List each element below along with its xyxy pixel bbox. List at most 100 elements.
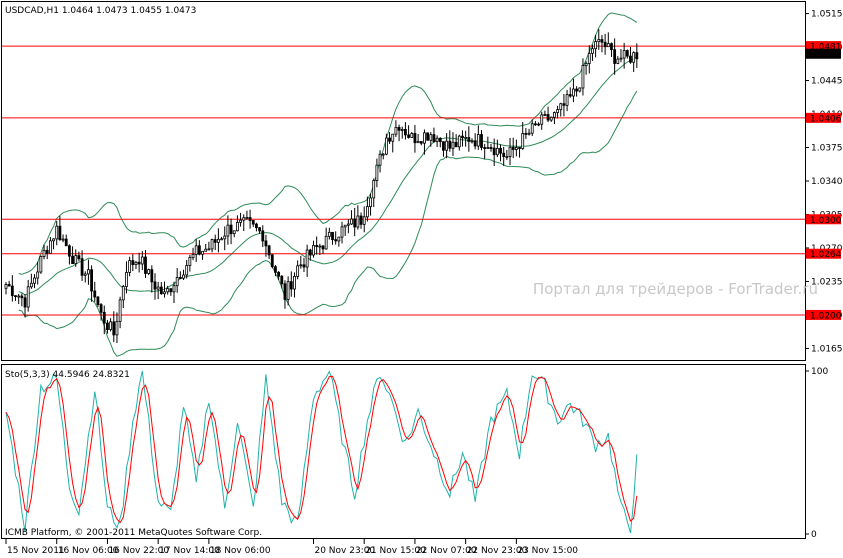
candle-body <box>464 137 468 139</box>
candle-body <box>597 39 601 43</box>
candle-body <box>581 65 585 89</box>
candle-body <box>210 239 214 250</box>
candle-body <box>600 39 604 43</box>
candle-body <box>45 249 49 254</box>
candle-body <box>33 277 36 284</box>
candle-body <box>112 321 116 336</box>
watermark: Портал для трейдеров - ForTrader.ru <box>533 280 818 298</box>
level-label-bg <box>806 41 841 52</box>
candle-body <box>350 218 353 225</box>
candle-body <box>178 277 182 279</box>
candle-body <box>537 123 540 126</box>
candle-body <box>134 261 138 265</box>
candle-body <box>518 147 521 149</box>
candle-body <box>404 128 407 136</box>
candle-body <box>457 135 461 148</box>
candle-body <box>540 114 544 125</box>
candle-body <box>578 87 582 92</box>
candle-body <box>492 147 496 156</box>
candle-body <box>546 114 550 121</box>
candle-body <box>185 265 189 276</box>
candle-body <box>239 219 242 223</box>
time-tick-label: 15 Nov 2011 <box>7 546 65 556</box>
candle-body <box>524 133 528 135</box>
candle-body <box>232 230 236 235</box>
candle-body <box>435 137 439 142</box>
candle-body <box>293 276 296 290</box>
candle-body <box>96 296 100 306</box>
candle-body <box>391 133 395 142</box>
candle-body <box>568 94 572 97</box>
bollinger-middle <box>18 56 638 296</box>
candle-body <box>52 238 55 242</box>
candle-body <box>346 223 350 226</box>
candle-body <box>118 299 122 322</box>
candle-body <box>194 245 198 255</box>
candle-body <box>299 264 303 267</box>
candle-body <box>489 147 493 149</box>
candle-body <box>505 156 509 158</box>
candle-body <box>121 286 125 301</box>
level-label: 1.0264 <box>810 250 842 260</box>
candle-body <box>343 224 347 228</box>
candle-body <box>204 248 208 252</box>
candles <box>4 29 639 344</box>
level-label: 1.0200 <box>810 311 842 321</box>
candle-body <box>191 253 195 259</box>
candle-body <box>419 141 423 144</box>
stochastic-main-line <box>5 370 638 534</box>
candle-body <box>480 134 483 148</box>
candle-body <box>448 140 452 149</box>
candle-body <box>575 88 578 92</box>
time-tick-label: 22 Nov 07:00 <box>416 546 477 556</box>
level-label-bg <box>806 309 841 320</box>
candle-body <box>296 265 300 277</box>
level-label: 1.0300 <box>810 216 842 226</box>
candle-body <box>55 225 59 240</box>
candle-body <box>362 216 366 225</box>
price-tick-label: 1.0375 <box>811 144 843 154</box>
time-tick-label: 23 Nov 15:00 <box>517 546 578 556</box>
candle-body <box>543 114 547 116</box>
time-tick-label: 16 Nov 06:00 <box>58 546 119 556</box>
current-price-label: 1.0473 <box>810 50 842 60</box>
level-label-bg <box>806 214 841 225</box>
candle-body <box>451 141 455 149</box>
price-tick-label: 1.0165 <box>811 344 843 354</box>
candle-body <box>125 272 128 287</box>
candle-body <box>587 52 591 64</box>
candle-body <box>502 152 506 157</box>
candle-body <box>302 264 306 268</box>
candle-body <box>286 281 290 300</box>
candle-body <box>467 137 471 142</box>
candle-body <box>23 297 27 308</box>
candle-body <box>413 133 417 144</box>
candle-body <box>48 240 52 254</box>
price-tick-label: 1.0340 <box>811 177 843 187</box>
candle-body <box>594 41 598 50</box>
candle-body <box>42 249 46 257</box>
candle-body <box>226 224 230 237</box>
candle-body <box>495 147 499 156</box>
candle-body <box>610 43 613 51</box>
candle-body <box>470 140 474 143</box>
candle-body <box>556 109 559 113</box>
candle-body <box>553 112 556 118</box>
candle-body <box>473 140 477 147</box>
candle-body <box>388 137 391 142</box>
candle-body <box>369 197 372 207</box>
candle-body <box>197 245 201 255</box>
candle-body <box>26 286 30 308</box>
candle-body <box>163 291 166 295</box>
time-tick-label: 17 Nov 14:00 <box>159 546 220 556</box>
candle-body <box>559 103 563 111</box>
candle-body <box>128 260 132 273</box>
candle-body <box>147 269 151 274</box>
candle-body <box>172 285 176 293</box>
stochastic-tick-label: 100 <box>811 367 828 377</box>
current-price-bg <box>806 48 841 59</box>
stochastic-tick-label: 0 <box>811 530 817 540</box>
candle-body <box>394 126 398 135</box>
candle-body <box>99 304 103 313</box>
candle-body <box>153 281 157 290</box>
